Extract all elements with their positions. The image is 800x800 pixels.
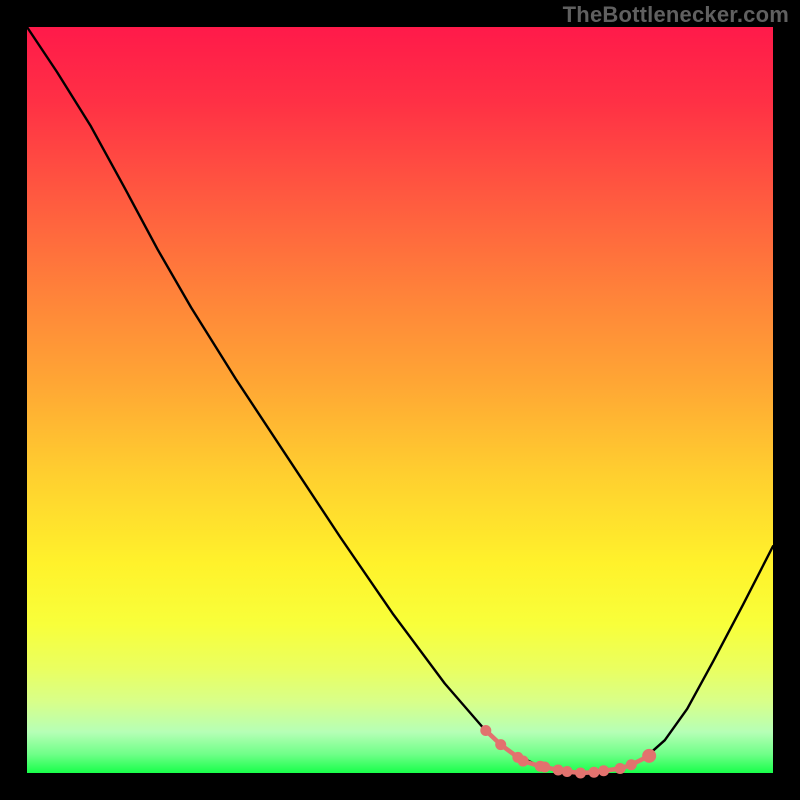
gradient-background	[27, 27, 773, 773]
watermark-text: TheBottlenecker.com	[563, 2, 789, 28]
marker-dot	[598, 765, 609, 776]
chart-area	[0, 0, 800, 800]
marker-dot	[480, 725, 491, 736]
marker-dot	[626, 759, 637, 770]
marker-dot	[588, 767, 599, 778]
marker-dot	[562, 766, 573, 777]
marker-dot	[575, 768, 586, 779]
marker-dot	[518, 756, 529, 767]
marker-dot	[539, 762, 550, 773]
marker-dot	[615, 763, 626, 774]
marker-dot	[495, 739, 506, 750]
marker-dot-end	[642, 749, 656, 763]
